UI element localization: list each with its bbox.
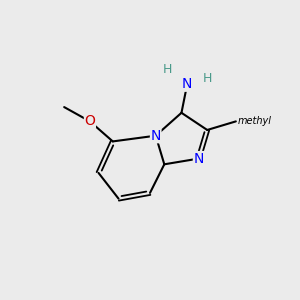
Text: N: N — [194, 152, 204, 166]
Text: H: H — [202, 72, 212, 85]
Text: O: O — [85, 114, 95, 128]
Text: N: N — [151, 129, 161, 143]
Text: H: H — [163, 63, 172, 76]
Text: N: N — [182, 77, 192, 91]
Text: methyl: methyl — [237, 116, 271, 126]
